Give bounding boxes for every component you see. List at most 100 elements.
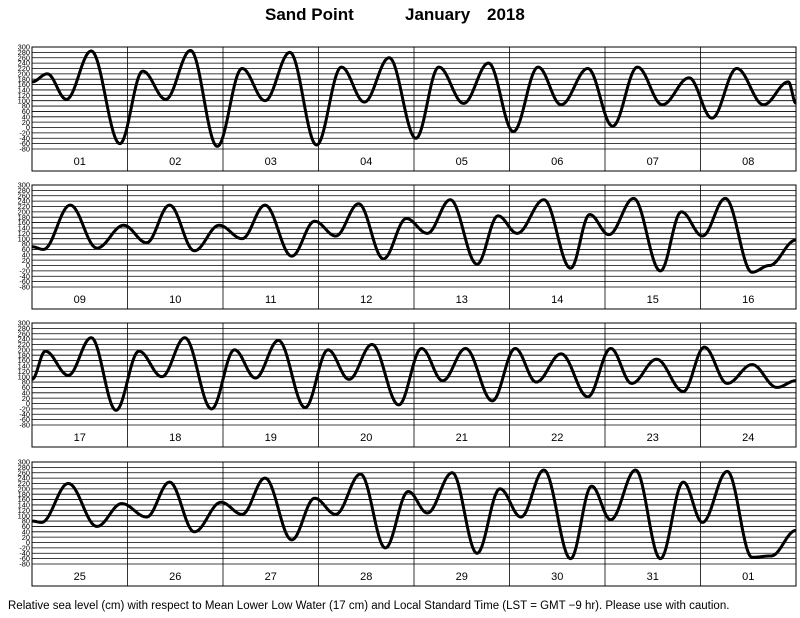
day-label: 19 (265, 432, 277, 444)
y-tick-label: 240 (18, 474, 30, 483)
tide-curve (31, 48, 797, 148)
y-tick-label: 300 (18, 458, 30, 467)
y-tick-label: 140 (18, 501, 30, 510)
day-label: 11 (265, 294, 276, 306)
y-tick-label: -40 (19, 134, 30, 143)
day-label: 23 (647, 432, 659, 444)
y-tick-label: 0 (26, 399, 30, 408)
day-label: 06 (551, 156, 563, 168)
day-label: 15 (647, 294, 659, 306)
day-label: 30 (551, 571, 563, 583)
day-label: 28 (360, 571, 372, 583)
day-label: 25 (74, 571, 86, 583)
panel-frame (31, 46, 797, 172)
tide-curve (31, 336, 797, 412)
day-label: 14 (551, 294, 563, 306)
y-tick-label: 200 (18, 69, 30, 78)
y-tick-label: -60 (19, 415, 30, 424)
y-tick-label: -20 (19, 404, 30, 413)
day-label: 09 (74, 294, 86, 306)
y-tick-label: 280 (18, 463, 30, 472)
y-tick-label: 220 (18, 479, 30, 488)
day-label: 07 (647, 156, 659, 168)
chart-panel-2: 3002802602402202001801601401201008060402… (18, 181, 797, 310)
y-tick-label: 40 (22, 527, 30, 536)
y-tick-label: 140 (18, 224, 30, 233)
y-tick-label: 160 (18, 495, 30, 504)
y-tick-label: 220 (18, 340, 30, 349)
y-tick-label: 260 (18, 191, 30, 200)
y-tick-label: 120 (18, 367, 30, 376)
day-label: 26 (169, 571, 181, 583)
y-tick-label: 300 (18, 181, 30, 190)
y-tick-label: 100 (18, 96, 30, 105)
y-tick-label: 60 (22, 107, 30, 116)
y-tick-label: 300 (18, 43, 30, 52)
day-label: 12 (360, 294, 372, 306)
y-tick-label: 100 (18, 511, 30, 520)
y-tick-label: -20 (19, 543, 30, 552)
y-tick-label: 0 (26, 123, 30, 132)
day-label: 24 (742, 432, 754, 444)
footer-note: Relative sea level (cm) with respect to … (8, 600, 730, 612)
chart-title: Sand Point January 2018 (0, 5, 800, 27)
y-tick-label: 240 (18, 335, 30, 344)
y-tick-label: 280 (18, 186, 30, 195)
day-label: 04 (360, 156, 372, 168)
y-tick-label: 0 (26, 538, 30, 547)
y-tick-label: 180 (18, 351, 30, 360)
y-tick-label: -60 (19, 554, 30, 563)
y-tick-label: 60 (22, 522, 30, 531)
y-tick-label: 240 (18, 197, 30, 206)
y-tick-label: 200 (18, 484, 30, 493)
y-tick-label: 20 (22, 118, 30, 127)
tide-curve (31, 196, 797, 274)
y-tick-label: 120 (18, 91, 30, 100)
panel-frame (31, 322, 797, 448)
y-tick-label: 220 (18, 64, 30, 73)
chart-panel-3: 3002802602402202001801601401201008060402… (18, 319, 797, 448)
y-tick-label: -60 (19, 139, 30, 148)
day-label: 22 (551, 432, 563, 444)
y-tick-label: 200 (18, 345, 30, 354)
y-tick-label: 40 (22, 112, 30, 121)
y-tick-label: 120 (18, 229, 30, 238)
tide-chart: 3002802602402202001801601401201008060402… (18, 43, 797, 587)
day-label: 16 (742, 294, 754, 306)
y-tick-label: -20 (19, 266, 30, 275)
day-label: 13 (456, 294, 468, 306)
y-tick-label: 140 (18, 362, 30, 371)
y-tick-label: 180 (18, 75, 30, 84)
y-tick-label: 40 (22, 250, 30, 259)
day-label: 27 (265, 571, 277, 583)
y-tick-label: 260 (18, 468, 30, 477)
y-tick-label: 180 (18, 490, 30, 499)
tide-curve (31, 468, 797, 561)
y-tick-label: 180 (18, 213, 30, 222)
day-label: 08 (742, 156, 754, 168)
y-tick-label: -40 (19, 549, 30, 558)
day-label: 05 (456, 156, 468, 168)
y-tick-label: 80 (22, 102, 30, 111)
y-tick-label: 20 (22, 394, 30, 403)
y-tick-label: -80 (19, 145, 30, 154)
y-tick-label: 0 (26, 261, 30, 270)
y-tick-label: 260 (18, 329, 30, 338)
y-tick-label: 20 (22, 533, 30, 542)
y-tick-label: -80 (19, 283, 30, 292)
day-label: 01 (742, 571, 754, 583)
day-label: 18 (169, 432, 181, 444)
y-tick-label: 20 (22, 256, 30, 265)
day-label: 20 (360, 432, 372, 444)
y-tick-label: 80 (22, 517, 30, 526)
y-tick-label: 200 (18, 207, 30, 216)
title-station: Sand Point (265, 5, 354, 24)
y-tick-label: 260 (18, 53, 30, 62)
y-tick-label: 80 (22, 378, 30, 387)
title-year: 2018 (487, 5, 525, 24)
y-tick-label: 100 (18, 372, 30, 381)
y-tick-label: 280 (18, 324, 30, 333)
y-tick-label: -20 (19, 128, 30, 137)
title-month: January (405, 5, 471, 24)
day-label: 02 (169, 156, 181, 168)
